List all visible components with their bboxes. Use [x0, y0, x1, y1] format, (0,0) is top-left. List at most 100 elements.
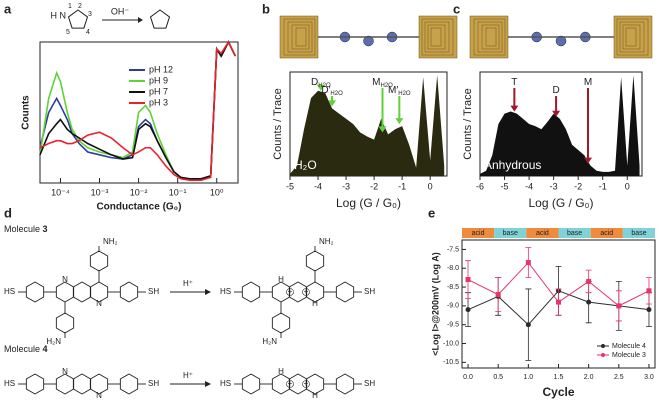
annotation-text: D — [311, 77, 318, 88]
legend-marker — [601, 353, 605, 357]
ring — [55, 281, 75, 303]
reagent: OH⁻ — [111, 6, 130, 16]
phase-label: base — [503, 230, 518, 237]
atom-number: 2 — [78, 3, 82, 10]
y-tick-label: -10.5 — [443, 359, 459, 366]
legend-label: Molecule 4 — [612, 343, 646, 350]
ring — [55, 373, 75, 395]
medium-label: Anhydrous — [484, 158, 541, 172]
thiol-label: SH — [148, 379, 159, 388]
y-tick-label: -8.5 — [447, 284, 459, 291]
charge — [286, 288, 294, 296]
y-tick-label: -10.0 — [443, 340, 459, 347]
panel-letter: a — [4, 1, 12, 16]
atom-number: 4 — [86, 29, 90, 36]
thiol-label: HS — [220, 379, 231, 388]
phase-band — [526, 228, 559, 238]
x-axis-label: Log (G / G₀) — [529, 196, 594, 210]
y-axis-label: Counts — [21, 95, 32, 130]
histogram-area — [480, 75, 640, 176]
x-tick-label: -6 — [476, 181, 484, 191]
arrow-head — [584, 157, 592, 164]
arrow-head — [395, 118, 404, 125]
series-line — [39, 40, 237, 180]
molecule-word: Molecule — [4, 344, 40, 354]
annotation: D′H2O — [321, 85, 343, 97]
arrow-head — [205, 289, 211, 295]
atom-number: 5 — [66, 29, 70, 36]
charge-sign: + — [304, 379, 309, 388]
x-tick-label: 10⁻² — [130, 187, 148, 197]
decorations — [279, 15, 653, 59]
phase-band — [494, 228, 527, 238]
annotation-text: M′ — [388, 85, 398, 96]
x-tick-label: 0.5 — [493, 374, 503, 381]
phase-label: acid — [600, 230, 613, 237]
arrow-head — [552, 110, 561, 117]
ring — [271, 312, 291, 334]
phase-label: acid — [472, 230, 485, 237]
ring — [335, 281, 355, 303]
arrow-head — [378, 126, 387, 133]
thiol-label: SH — [364, 379, 375, 388]
panel-letter: c — [453, 1, 460, 16]
ring-atom: H — [312, 391, 318, 400]
y-tick-label: -9.5 — [447, 322, 459, 329]
x-tick-label: 10⁻³ — [91, 187, 109, 197]
y-axis-label: Counts / Trace — [272, 88, 284, 160]
x-tick-label: 1.5 — [554, 374, 564, 381]
series-line — [39, 40, 237, 180]
ring — [72, 373, 92, 395]
ring — [119, 373, 139, 395]
x-tick-label: -4 — [525, 181, 533, 191]
point — [556, 299, 561, 305]
annotation-text: M — [584, 77, 592, 88]
gold-lattice — [430, 27, 442, 47]
y-tick-label: -8.0 — [447, 265, 459, 272]
ring-atom: N — [62, 367, 68, 376]
imidazolide-ring — [149, 9, 171, 29]
point — [586, 299, 592, 305]
x-tick-label: -3 — [550, 181, 558, 191]
gold-lattice — [295, 27, 307, 47]
amine-label: NH₂ — [103, 237, 118, 246]
annotation-text: T — [511, 77, 517, 88]
ring-atom: N — [96, 391, 102, 400]
x-tick-label: 10⁻¹ — [169, 187, 187, 197]
ring-atom: N — [60, 10, 67, 20]
y-tick-label: -9.0 — [447, 303, 459, 310]
phase-band — [558, 228, 591, 238]
point — [646, 288, 652, 294]
x-tick-label: -5 — [501, 181, 509, 191]
medium-label: H₂O — [294, 158, 317, 172]
molecule-label: Molecule 3 — [4, 224, 48, 234]
ring-atom: H — [278, 275, 284, 284]
thiol-label: HS — [4, 379, 15, 388]
atom-number: 1 — [68, 3, 72, 10]
x-tick-label: -2 — [574, 181, 582, 191]
annotation-text: M — [372, 77, 380, 88]
arrow-head — [138, 17, 143, 23]
x-tick-label: -3 — [342, 181, 350, 191]
ring-atom: N — [96, 299, 102, 308]
panel-letter: d — [4, 205, 12, 220]
phase-label: acid — [536, 230, 549, 237]
ring — [119, 281, 139, 303]
ring — [72, 281, 92, 303]
point — [646, 307, 652, 313]
molecule-number: 3 — [43, 224, 48, 234]
x-tick-label: 0 — [428, 181, 433, 191]
x-tick-label: -1 — [599, 181, 607, 191]
point — [616, 303, 622, 309]
ring — [89, 373, 109, 395]
amine-label: H₂N — [262, 337, 277, 346]
ring — [305, 373, 325, 395]
gold-lattice — [485, 27, 497, 47]
point — [495, 292, 501, 298]
annotation: D — [552, 85, 559, 96]
x-tick-label: 3.0 — [644, 374, 654, 381]
x-tick-label: 0 — [625, 181, 630, 191]
y-tick-label: -7.5 — [447, 246, 459, 253]
series-line — [39, 40, 237, 181]
annotation-text: D — [552, 85, 559, 96]
